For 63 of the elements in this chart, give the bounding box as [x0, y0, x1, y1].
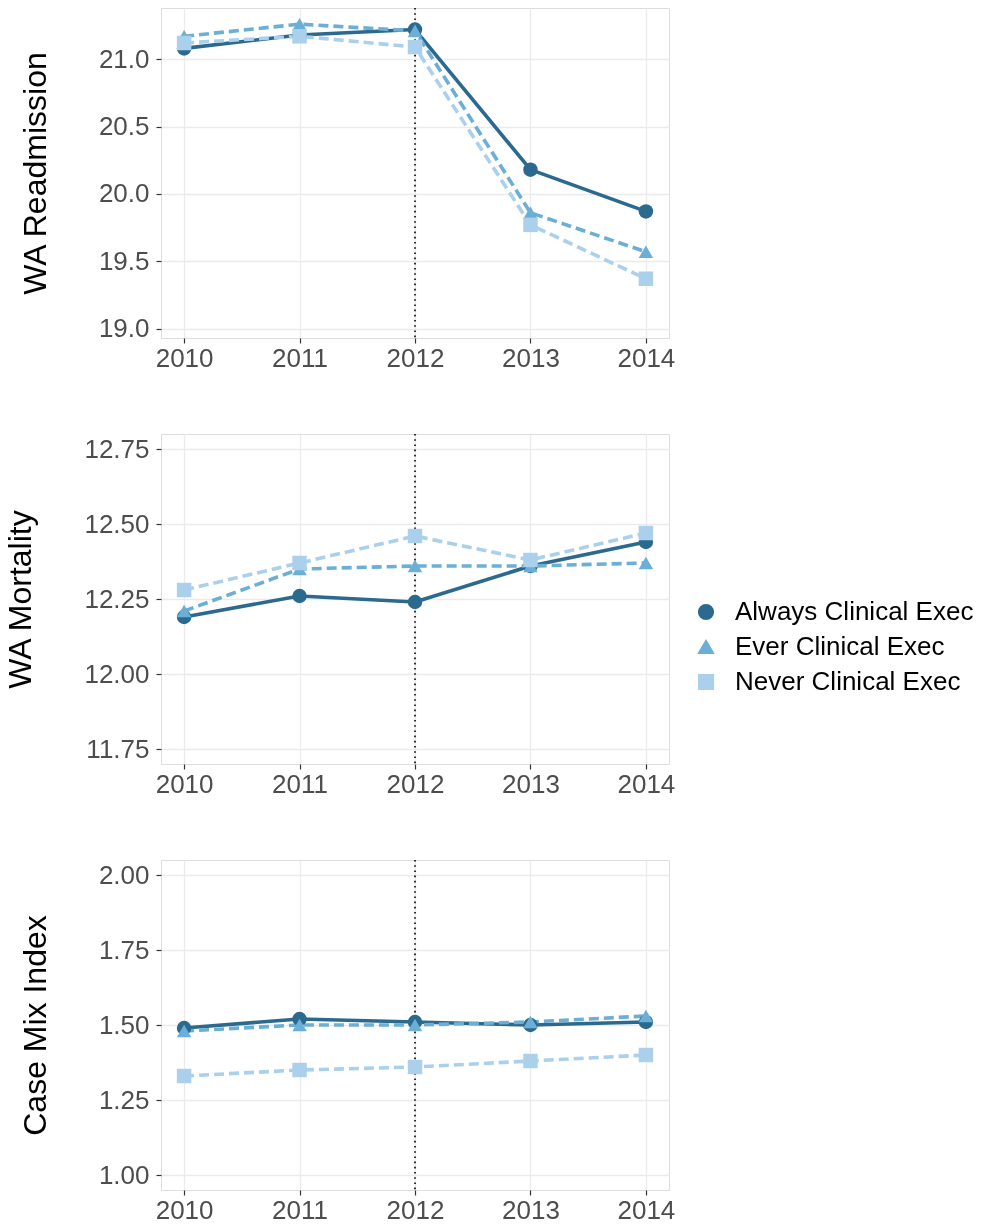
point	[176, 1068, 192, 1084]
legend-label: Always Clinical Exec	[735, 596, 974, 626]
point	[638, 204, 654, 219]
point	[638, 525, 654, 541]
legend-label: Never Clinical Exec	[735, 666, 961, 696]
y-tick-label: 12.75	[84, 433, 150, 464]
y-tick-label: 21.0	[98, 43, 150, 74]
y-tick-label: 1.75	[98, 934, 150, 965]
y-axis-title: WA Readmission	[16, 52, 53, 295]
y-tick-label: 20.5	[98, 111, 150, 142]
y-tick-label: 1.50	[98, 1009, 150, 1040]
point	[292, 1018, 307, 1032]
point	[523, 217, 538, 233]
point	[638, 1047, 654, 1063]
point	[638, 271, 654, 286]
y-tick-label: 11.75	[86, 733, 150, 764]
point	[176, 604, 192, 618]
y-axis-title: WA Mortality	[2, 510, 39, 689]
point	[292, 1062, 307, 1078]
point	[292, 588, 307, 604]
point	[523, 552, 538, 568]
y-axis-title: Case Mix Index	[16, 915, 53, 1136]
x-tick-label: 2010	[155, 342, 214, 373]
point	[407, 559, 423, 573]
x-tick-label: 2011	[272, 768, 329, 799]
x-tick-label: 2013	[502, 1194, 560, 1225]
point	[292, 555, 307, 571]
legend-label: Ever Clinical Exec	[735, 631, 945, 661]
point	[176, 35, 192, 51]
y-tick-label: 20.0	[98, 178, 150, 209]
point	[523, 1015, 538, 1029]
point	[638, 245, 654, 259]
x-tick-label: 2012	[386, 768, 445, 799]
x-tick-label: 2014	[617, 342, 676, 373]
point	[407, 39, 423, 55]
point	[407, 528, 423, 544]
y-tick-label: 12.00	[84, 658, 150, 689]
point	[407, 594, 423, 610]
x-tick-label: 2010	[155, 768, 214, 799]
point	[176, 1024, 192, 1038]
y-tick-label: 19.5	[98, 245, 150, 276]
y-tick-label: 12.25	[84, 583, 150, 614]
x-tick-label: 2011	[272, 342, 329, 373]
point	[523, 162, 538, 177]
y-tick-label: 12.50	[84, 508, 150, 539]
x-tick-label: 2010	[155, 1194, 214, 1225]
point	[523, 1053, 538, 1069]
x-tick-label: 2013	[502, 768, 560, 799]
point	[638, 1009, 654, 1023]
y-tick-label: 19.0	[98, 313, 150, 344]
y-tick-label: 1.25	[98, 1084, 150, 1115]
point	[176, 582, 192, 598]
x-tick-label: 2013	[502, 342, 560, 373]
x-tick-label: 2014	[617, 1194, 676, 1225]
point	[407, 1059, 423, 1075]
x-tick-label: 2011	[272, 1194, 329, 1225]
x-tick-label: 2012	[386, 342, 445, 373]
x-tick-label: 2014	[617, 768, 676, 799]
y-tick-label: 1.00	[98, 1159, 150, 1190]
x-tick-label: 2012	[386, 1194, 445, 1225]
point	[638, 556, 654, 570]
y-tick-label: 2.00	[98, 859, 150, 890]
point	[407, 1018, 423, 1032]
